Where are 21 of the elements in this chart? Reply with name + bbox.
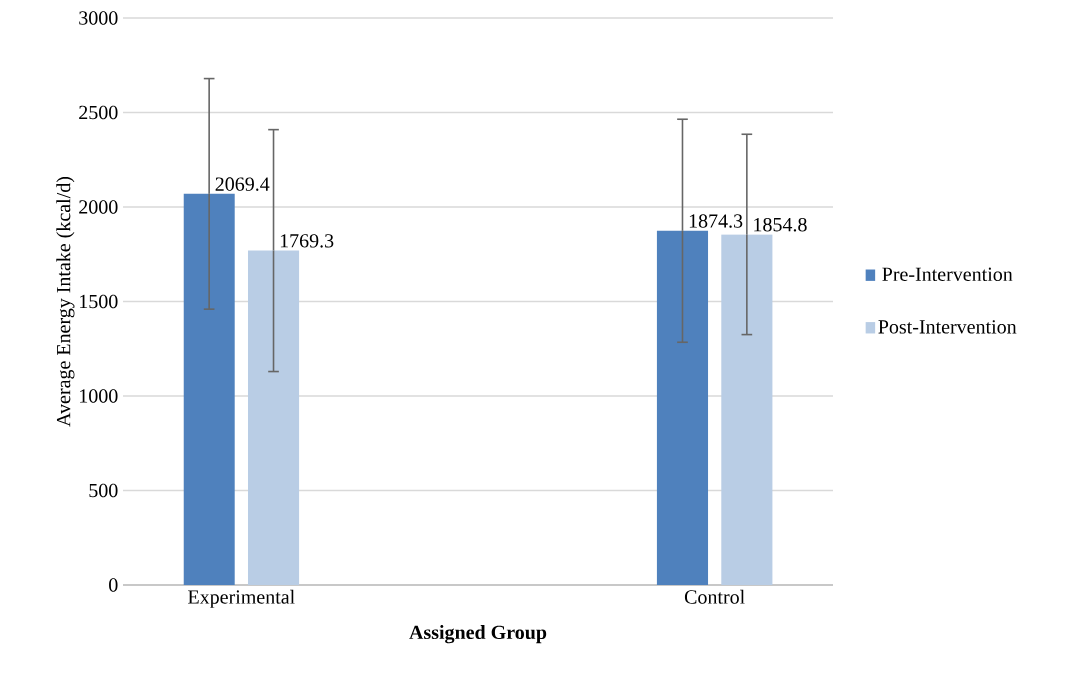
data-label: 1769.3 <box>280 234 334 248</box>
x-tick-label: Experimental <box>188 589 295 608</box>
data-label: 2069.4 <box>215 177 270 191</box>
legend-label: Pre-Intervention <box>882 267 1013 282</box>
data-label: 1854.8 <box>754 217 807 232</box>
y-tick-label: 500 <box>89 483 118 498</box>
bar <box>721 234 773 585</box>
y-tick-label: 1000 <box>80 389 118 403</box>
y-tick-label: 1500 <box>80 294 118 309</box>
bar <box>247 250 300 585</box>
y-axis-title: Average Energy Intake (kcal/d) <box>56 176 75 427</box>
y-tick-label: 3000 <box>79 11 118 25</box>
data-label: 1874.3 <box>689 214 743 228</box>
bar <box>656 230 709 585</box>
y-tick-label: 2000 <box>79 200 118 214</box>
legend-label: Post-Intervention <box>878 320 1017 334</box>
x-tick-label: Control <box>684 589 745 604</box>
y-tick-label: 2500 <box>79 105 118 120</box>
x-axis-title: Assigned Group <box>409 625 547 644</box>
y-tick-label: 0 <box>109 578 118 592</box>
bar <box>183 193 235 585</box>
